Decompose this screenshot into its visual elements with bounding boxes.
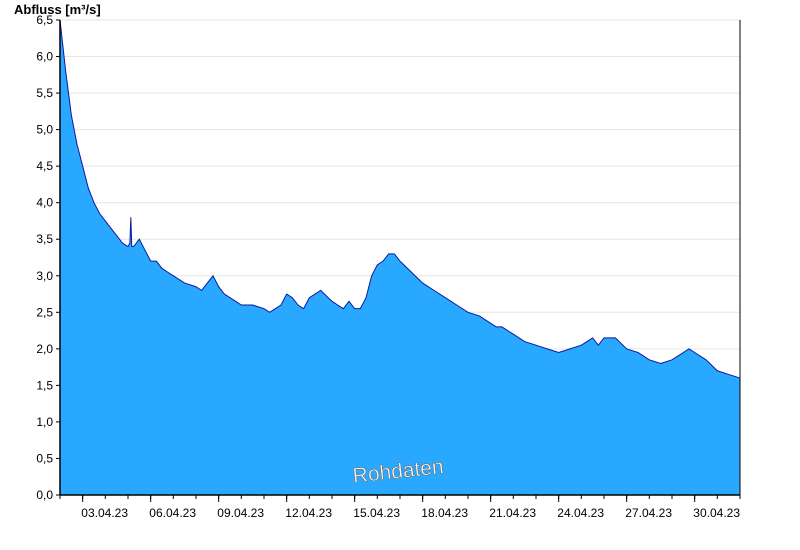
y-ticks: 0,0 0,5 1,0 1,5 2,0 2,5 3,0 3,5 4,0 4,5 5,0 5,5 6,0 6… xyxy=(36,13,60,502)
x-tick-label: 21.04.23 xyxy=(489,506,536,520)
y-tick-label: 2,5 xyxy=(36,305,53,319)
x-tick-label: 27.04.23 xyxy=(625,506,672,520)
x-tick-label: 09.04.23 xyxy=(217,506,264,520)
x-tick-label: 12.04.23 xyxy=(285,506,332,520)
y-tick-label: 1,5 xyxy=(36,378,53,392)
y-tick-label: 6,0 xyxy=(36,50,53,64)
x-ticks: 03.04.23 06.04.23 09.04.23 12.04.23 15.04.23… xyxy=(59,495,741,520)
y-tick-label: 5,0 xyxy=(36,123,53,137)
y-tick-label: 2,0 xyxy=(36,342,53,356)
x-tick-label: 18.04.23 xyxy=(421,506,468,520)
y-tick-label: 3,0 xyxy=(36,269,53,283)
x-tick-label: 06.04.23 xyxy=(149,506,196,520)
x-tick-label: 03.04.23 xyxy=(81,506,128,520)
discharge-line xyxy=(59,19,741,379)
x-tick-label: 24.04.23 xyxy=(557,506,604,520)
y-tick-label: 6,5 xyxy=(36,13,53,27)
x-tick-label: 30.04.23 xyxy=(693,506,740,520)
y-tick-label: 5,5 xyxy=(36,86,53,100)
y-tick-label: 4,0 xyxy=(36,196,53,210)
y-tick-label: 0,0 xyxy=(36,488,53,502)
y-tick-label: 4,5 xyxy=(36,159,53,173)
x-tick-label: 15.04.23 xyxy=(353,506,400,520)
y-tick-label: 3,5 xyxy=(36,232,53,246)
y-tick-label: 0,5 xyxy=(36,451,53,465)
discharge-area xyxy=(60,20,740,495)
y-axis-label: Abfluss [m³/s] xyxy=(14,2,101,17)
y-tick-label: 1,0 xyxy=(36,415,53,429)
